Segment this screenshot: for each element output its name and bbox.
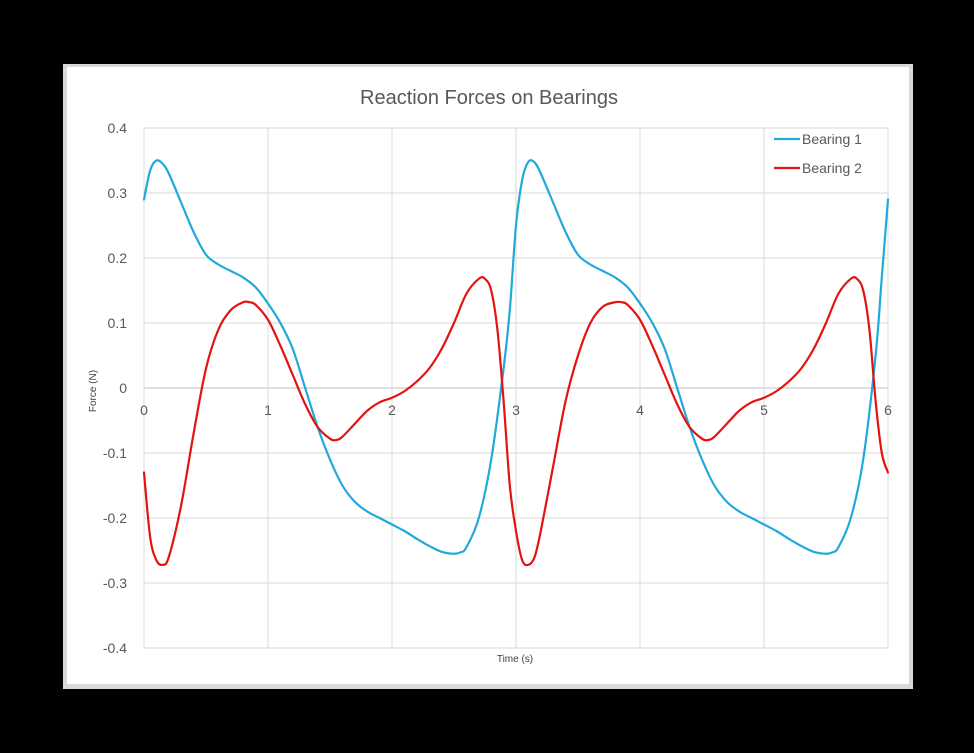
series-line-1 xyxy=(142,159,890,555)
x-tick-label: 2 xyxy=(388,402,396,418)
x-tick-label: 1 xyxy=(264,402,272,418)
y-tick-label: 0.1 xyxy=(108,315,128,331)
y-tick-label: 0.4 xyxy=(108,120,128,136)
chart-frame: Reaction Forces on Bearings 0.4 0.3 0.2 0.1… xyxy=(63,64,913,689)
legend-label-2: Bearing 2 xyxy=(802,160,862,176)
y-axis-ticks: 0.4 0.3 0.2 0.1 0 -0.1 -0.2 -0.3 -0.4 xyxy=(103,120,127,656)
x-axis-title: Time (s) xyxy=(497,654,533,665)
y-tick-label: 0.2 xyxy=(108,250,128,266)
legend: Bearing 1 Bearing 2 xyxy=(774,131,862,176)
legend-label-1: Bearing 1 xyxy=(802,131,862,147)
gridlines xyxy=(143,127,889,649)
series-lines xyxy=(142,159,890,567)
x-axis-ticks: 0 1 2 3 4 5 6 xyxy=(140,402,892,418)
x-tick-label: 6 xyxy=(884,402,892,418)
y-tick-label: -0.1 xyxy=(103,445,127,461)
y-tick-label: -0.3 xyxy=(103,575,127,591)
y-tick-label: 0.3 xyxy=(108,185,128,201)
line-chart: Reaction Forces on Bearings 0.4 0.3 0.2 0.1… xyxy=(88,87,892,665)
y-tick-label: 0 xyxy=(119,380,127,396)
y-axis-title: Force (N) xyxy=(88,370,99,412)
x-tick-label: 4 xyxy=(636,402,644,418)
y-tick-label: -0.2 xyxy=(103,510,127,526)
x-tick-label: 3 xyxy=(512,402,520,418)
x-tick-label: 5 xyxy=(760,402,768,418)
chart-area: Reaction Forces on Bearings 0.4 0.3 0.2 0.1… xyxy=(67,67,909,684)
x-tick-label: 0 xyxy=(140,402,148,418)
series-line-2 xyxy=(142,276,890,567)
y-tick-label: -0.4 xyxy=(103,640,127,656)
chart-title: Reaction Forces on Bearings xyxy=(360,87,618,109)
